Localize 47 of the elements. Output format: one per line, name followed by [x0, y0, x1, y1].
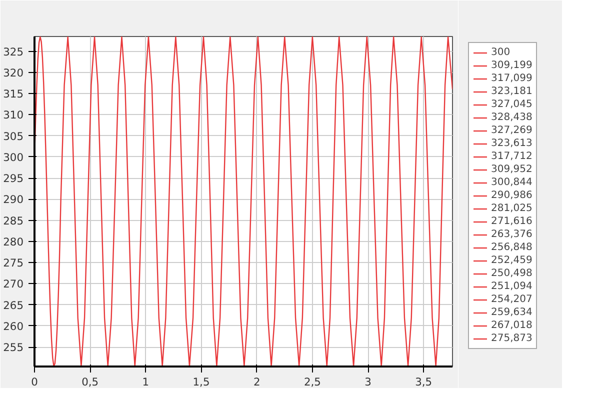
y-tick-label: 295 [3, 172, 24, 186]
text: 251,094 [491, 281, 532, 292]
text: 250,498 [491, 268, 532, 279]
text: 300 [491, 47, 511, 58]
y-tick-label: 270 [3, 278, 24, 291]
text: 281,025 [491, 203, 532, 214]
y-tick-label: 305 [3, 130, 24, 143]
text: 327,269 [491, 125, 532, 136]
line-series [34, 36, 452, 366]
text: 323,181 [491, 86, 532, 97]
x-tick-label: 2 [253, 376, 260, 388]
text: 290,986 [491, 190, 532, 201]
y-tick-label: 255 [3, 341, 24, 354]
x-tick-label: 0 [31, 376, 38, 388]
text: 254,207 [491, 294, 532, 305]
text: 317,712 [491, 151, 532, 162]
text: 271,616 [491, 216, 532, 227]
x-tick-label: 2,5 [304, 376, 321, 388]
y-tick-label: 275 [3, 256, 24, 270]
y-tick-label: 285 [3, 214, 24, 228]
text: 267,018 [491, 320, 532, 331]
y-tick-label: 325 [3, 45, 24, 58]
y-tick-label: 265 [3, 298, 24, 312]
text: 259,634 [491, 307, 532, 318]
text: 263,376 [491, 229, 532, 240]
y-tick-label: 280 [3, 235, 24, 248]
text: 323,613 [491, 138, 532, 149]
text: 309,199 [491, 60, 532, 71]
text: 256,848 [491, 242, 532, 253]
x-tick-label: 0,5 [82, 376, 99, 388]
text: 275,873 [491, 333, 532, 344]
y-tick-label: 315 [3, 88, 24, 101]
x-tick-label: 1 [142, 376, 150, 388]
x-tick-label: 3 [364, 376, 372, 388]
y-tick-label: 310 [3, 108, 24, 122]
x-tick-label: 3,5 [415, 376, 432, 388]
text: 328,438 [491, 112, 532, 123]
y-tick-label: 320 [3, 66, 24, 80]
x-tick-label: 1,5 [192, 376, 210, 388]
y-tick-label: 260 [3, 320, 24, 333]
y-tick-label: 300 [3, 150, 24, 164]
text: 300,844 [491, 177, 532, 188]
y-tick-label: 290 [3, 193, 24, 206]
text: 317,099 [491, 73, 532, 84]
text: 252,459 [491, 255, 532, 266]
text: 309,952 [491, 164, 532, 175]
text: 327,045 [491, 99, 532, 110]
